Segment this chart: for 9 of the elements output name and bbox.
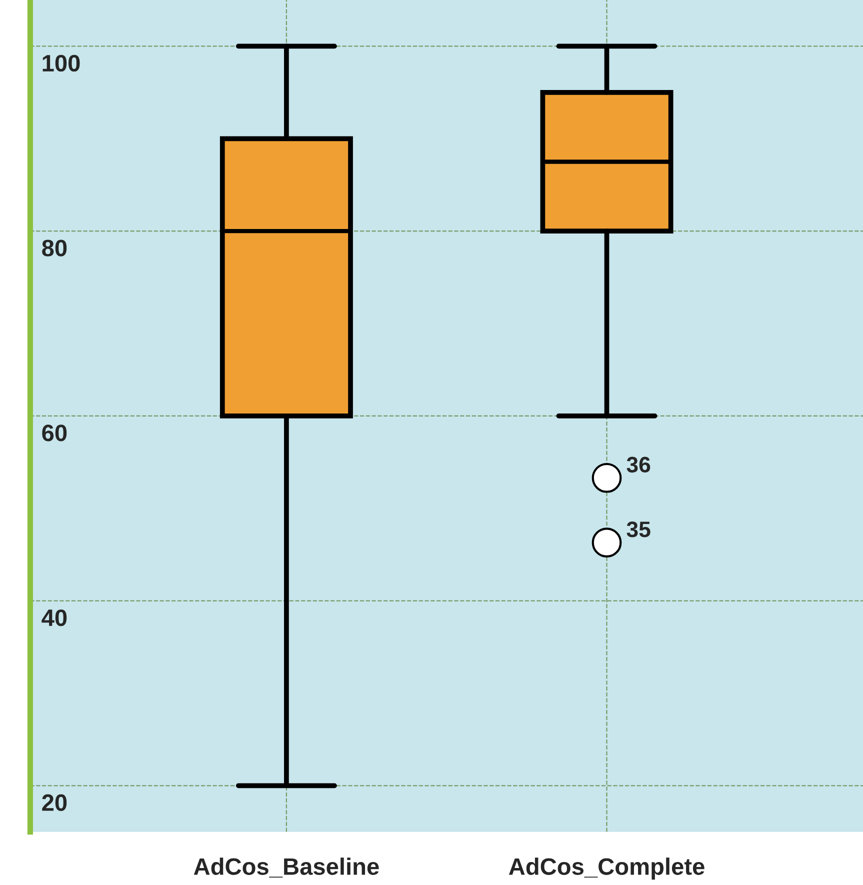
y-tick-label: 60 [42,424,67,442]
x-tick-label: AdCos_Complete [508,858,704,880]
y-tick-label: 80 [42,240,67,256]
annotation: 36 [626,456,650,473]
x-tick-label: AdCos_Baseline [194,858,379,878]
annotation: 35 [626,522,650,538]
y-tick-label: 20 [42,794,67,812]
y-tick-label: 100 [42,54,80,72]
y-tick-label: 40 [42,609,67,626]
